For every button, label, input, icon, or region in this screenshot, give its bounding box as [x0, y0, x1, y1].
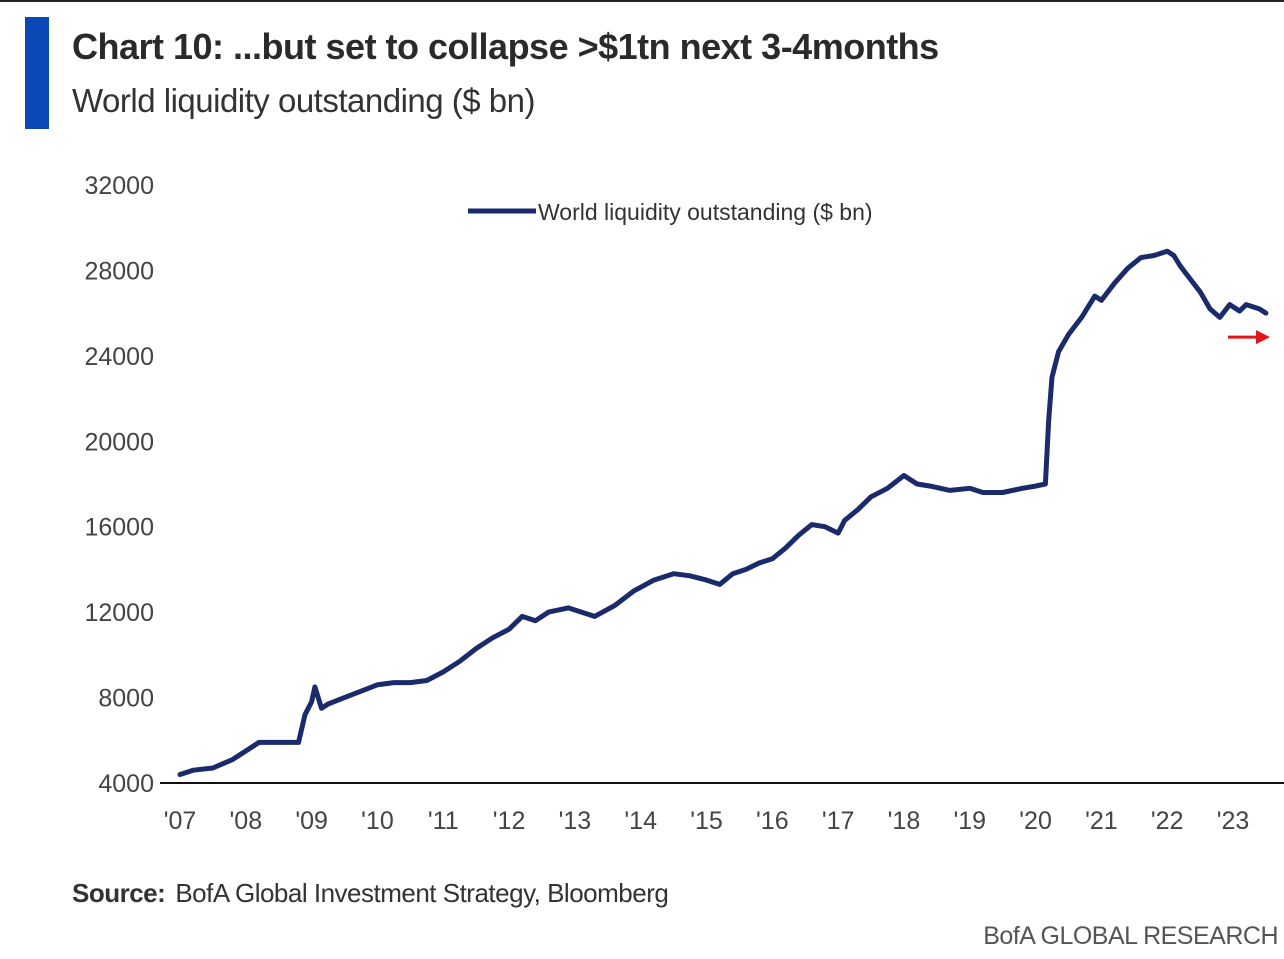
y-tick-label: 24000: [84, 343, 154, 371]
y-tick-label: 12000: [84, 599, 154, 627]
x-tick-label: '20: [1019, 807, 1052, 835]
x-tick-label: '12: [493, 807, 526, 835]
x-tick-label: '10: [361, 807, 394, 835]
x-tick-label: '09: [295, 807, 328, 835]
brand-label: BofA GLOBAL RESEARCH: [983, 922, 1278, 950]
legend-label: World liquidity outstanding ($ bn): [538, 199, 873, 225]
x-tick-label: '17: [822, 807, 855, 835]
x-tick-label: '14: [624, 807, 657, 835]
x-tick-label: '16: [756, 807, 789, 835]
chart-subtitle: World liquidity outstanding ($ bn): [72, 82, 535, 119]
y-tick-label: 20000: [84, 428, 154, 456]
x-tick-label: '13: [559, 807, 592, 835]
y-tick-label: 16000: [84, 514, 154, 542]
series-line: [177, 248, 1269, 777]
arrow-annotation-head: [1256, 330, 1270, 345]
x-tick-label: '08: [230, 807, 263, 835]
source-text: BofA Global Investment Strategy, Bloombe…: [175, 878, 669, 908]
title-accent-bar: [25, 17, 49, 129]
source-label: Source:: [72, 878, 166, 908]
source-note: Source: BofA Global Investment Strategy, …: [72, 878, 669, 909]
top-rule: [0, 0, 1284, 2]
y-tick-label: 28000: [84, 257, 154, 285]
y-tick-label: 8000: [98, 685, 154, 713]
x-tick-label: '18: [888, 807, 921, 835]
y-tick-label: 32000: [84, 172, 154, 200]
x-tick-label: '07: [164, 807, 197, 835]
chart-title: Chart 10: ...but set to collapse >$1tn n…: [72, 26, 939, 67]
x-tick-label: '15: [690, 807, 723, 835]
x-tick-label: '11: [428, 807, 459, 835]
x-tick-label: '19: [953, 807, 986, 835]
y-tick-label: 4000: [98, 770, 154, 798]
x-tick-label: '22: [1151, 807, 1184, 835]
x-tick-label: '23: [1217, 807, 1250, 835]
x-tick-label: '21: [1085, 807, 1118, 835]
